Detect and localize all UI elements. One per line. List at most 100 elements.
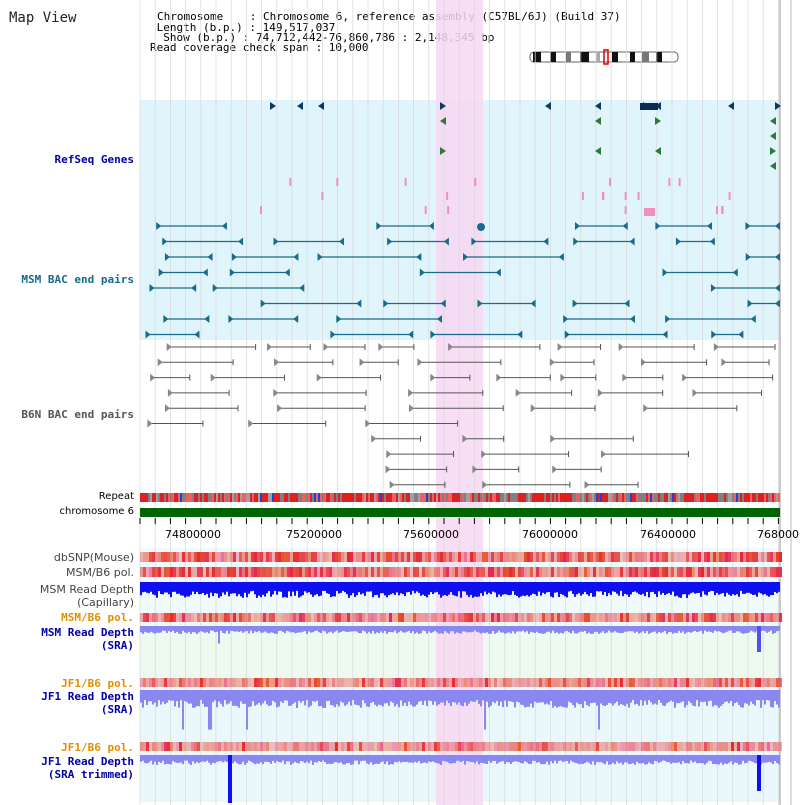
jf1-trimmed-depth-bar (664, 755, 666, 761)
repeat-segment (724, 493, 726, 502)
msm-sra-depth-bar (228, 626, 230, 634)
msm-b6-pol-density (383, 567, 386, 577)
jf1-trimmed-depth-bar (770, 755, 772, 763)
track-label-refseq[interactable]: RefSeq Genes (54, 153, 134, 166)
msm-capillary-depth-bar (360, 582, 362, 595)
msm-capillary-depth-bar (598, 582, 600, 592)
jf1-b6-pol-density (659, 678, 662, 687)
msm-sra-depth-bar (516, 626, 518, 632)
repeat-segment (760, 493, 762, 502)
msm-capillary-depth-bar (428, 582, 430, 595)
jf1-b6-pol-density (587, 742, 590, 751)
gene-marker (545, 102, 551, 110)
msm-b6-pol-density (710, 613, 713, 622)
msm-sra-depth-bar (714, 626, 716, 631)
jf1-trimmed-depth-bar (274, 755, 276, 763)
repeat-segment (544, 493, 546, 502)
jf1-sra-depth-bar (468, 690, 470, 704)
jf1-b6-pol-density (452, 742, 455, 751)
msm-b6-pol-density (605, 567, 608, 577)
jf1-trimmed-depth-bar (220, 755, 222, 762)
dbsnp-density (512, 552, 515, 562)
msm-sra-depth-bar (544, 626, 546, 634)
jf1-trimmed-depth-bar (202, 755, 204, 762)
repeat-segment (552, 493, 554, 502)
msm-capillary-depth-bar (420, 582, 422, 596)
repeat-segment (550, 493, 552, 502)
msm-sra-depth-bar (330, 626, 332, 632)
msm-sra-depth-bar (730, 626, 732, 631)
dbsnp-density (692, 552, 695, 562)
jf1-b6-pol-density (218, 678, 221, 687)
msm-b6-pol-density (314, 567, 317, 577)
repeat-segment (614, 493, 616, 502)
msm-capillary-depth-bar (218, 582, 220, 598)
jf1-trimmed-depth-bar (492, 755, 494, 762)
b6n-bac-end (365, 419, 371, 428)
dbsnp-density (266, 552, 269, 562)
jf1-trimmed-depth-bar (174, 755, 176, 763)
repeat-segment (198, 493, 200, 502)
jf1-b6-pol-density (398, 678, 401, 687)
jf1-sra-depth-bar (750, 690, 752, 702)
msm-capillary-depth-bar (366, 582, 368, 592)
msm-sra-depth-bar (232, 626, 234, 632)
jf1-trimmed-depth-bar (562, 755, 564, 762)
jf1-sra-depth-bar (642, 690, 644, 706)
repeat-segment (654, 493, 656, 502)
msm-sra-depth-bar (378, 626, 380, 634)
jf1-trimmed-depth-bar (644, 755, 646, 765)
msm-b6-pol-density (545, 613, 548, 622)
jf1-trimmed-depth-bar (430, 755, 432, 763)
repeat-segment (320, 493, 322, 502)
jf1-sra-depth-bar (364, 690, 366, 704)
jf1-sra-depth-bar (494, 690, 496, 704)
repeat-segment (772, 493, 774, 502)
jf1-b6-pol-density (389, 678, 392, 687)
chromosome-ideogram[interactable] (529, 49, 679, 65)
b6n-bac-end (417, 358, 423, 367)
msm-sra-depth-bar (506, 626, 508, 633)
repeat-segment (588, 493, 590, 502)
track-label-b6n-bac[interactable]: B6N BAC end pairs (21, 408, 134, 421)
msm-b6-pol-density (734, 567, 737, 577)
msm-b6-pol-density (236, 613, 239, 622)
dbsnp-density (728, 552, 731, 562)
msm-bac-end (443, 237, 449, 246)
refseq-feature (321, 192, 324, 200)
jf1-b6-pol-density (422, 678, 425, 687)
msm-capillary-depth-bar (340, 582, 342, 593)
jf1-trimmed-depth-bar (178, 755, 180, 763)
jf1-sra-depth-bar (378, 690, 380, 705)
jf1-sra-depth-bar (518, 690, 520, 703)
msm-capillary-depth-bar (572, 582, 574, 594)
msm-capillary-depth-bar (424, 582, 426, 597)
jf1-trimmed-depth-bar (716, 755, 718, 765)
jf1-b6-pol-density (461, 678, 464, 687)
jf1-b6-pol-density (221, 678, 224, 687)
jf1-trimmed-depth-bar (616, 755, 618, 762)
msm-sra-depth-bar (682, 626, 684, 632)
jf1-b6-pol-density (596, 742, 599, 751)
msm-sra-depth-bar (628, 626, 630, 632)
track-label-msm-bac[interactable]: MSM BAC end pairs (21, 273, 134, 286)
b6n-bac-end (515, 388, 521, 397)
msm-capillary-depth-bar (334, 582, 336, 597)
msm-sra-depth-bar (360, 626, 362, 634)
jf1-trimmed-depth-bar (212, 755, 214, 763)
jf1-trimmed-depth-bar (322, 755, 324, 761)
jf1-trimmed-depth-bar (426, 755, 428, 764)
jf1-sra-depth-bar (734, 690, 736, 704)
dbsnp-density (557, 552, 560, 562)
repeat-segment (736, 493, 738, 502)
jf1-sra-depth-bar (458, 690, 460, 703)
jf1-trimmed-depth-bar (510, 755, 512, 764)
jf1-sra-depth-bar (448, 690, 450, 704)
msm-sra-depth-bar (748, 626, 750, 633)
msm-capillary-depth-bar (198, 582, 200, 595)
jf1-b6-pol-density (371, 678, 374, 687)
msm-capillary-depth-bar (776, 582, 778, 594)
msm-sra-depth-bar (350, 626, 352, 632)
jf1-trimmed-depth-bar (544, 755, 546, 765)
jf1-b6-pol-density (491, 678, 494, 687)
